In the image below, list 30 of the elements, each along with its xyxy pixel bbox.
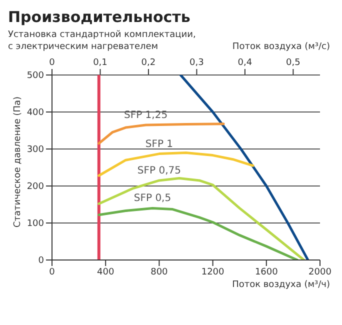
y-tick-label: 500	[26, 71, 44, 82]
x-tick-label: 800	[150, 267, 168, 278]
chart-subtitle: Установка стандартной комплектации, с электрическим нагревателем	[8, 30, 196, 52]
line-series	[98, 151, 254, 177]
x2-tick-label: 0	[49, 58, 56, 68]
y-tick-label: 300	[26, 145, 44, 156]
line-series	[179, 75, 310, 260]
x2-tick-label: 0,4	[238, 58, 252, 68]
x-tick-label: 400	[97, 267, 114, 278]
x-tick-label: 0	[49, 267, 56, 278]
line-series	[98, 206, 298, 260]
x-tick-label: 1200	[201, 267, 225, 278]
y-axis-title: Статическое давление (Па)	[13, 96, 24, 228]
chart-title: Производительность	[8, 8, 192, 26]
y-tick-label: 0	[38, 256, 44, 266]
y-tick-label: 200	[26, 182, 44, 192]
series-label: SFP 0,5	[134, 193, 172, 204]
y-tick-label: 100	[26, 219, 44, 230]
x-tick-label: 2000	[308, 267, 332, 278]
x2-tick-label: 0,5	[286, 58, 300, 68]
line-series	[98, 176, 306, 260]
x2-tick-label: 0,3	[190, 58, 204, 68]
series-label: SFP 0,75	[137, 165, 181, 176]
x-axis-title: Поток воздуха (м³/ч)	[231, 280, 331, 290]
y-tick-label: 400	[26, 108, 44, 118]
x2-tick-label: 0,1	[93, 58, 108, 68]
x2-axis-title: Поток воздуха (м³/с)	[232, 41, 330, 53]
x2-tick-label: 0,2	[141, 58, 156, 68]
x-tick-label: 1600	[254, 267, 278, 278]
series-label: SFP 1	[145, 138, 174, 150]
